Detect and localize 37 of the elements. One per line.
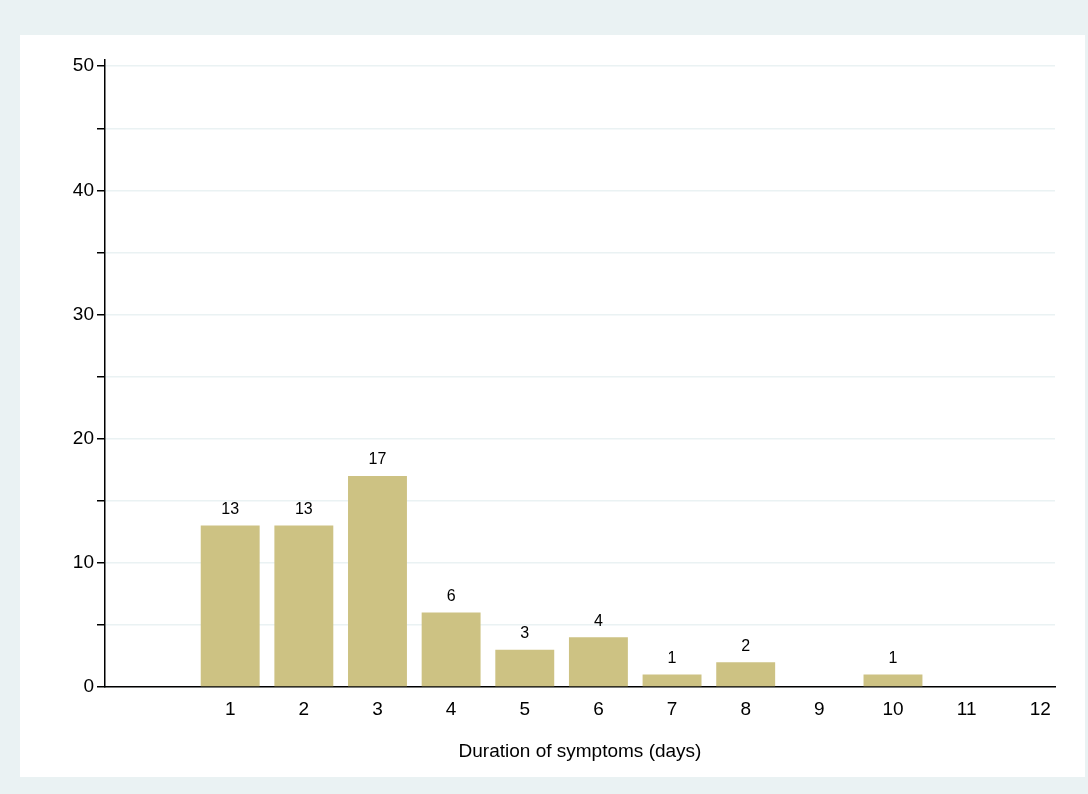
- data-label: 6: [446, 586, 456, 604]
- data-label: 2: [741, 636, 751, 654]
- data-label: 13: [221, 500, 240, 517]
- y-tick-label: 50: [72, 54, 94, 76]
- bar: [495, 649, 555, 687]
- y-tick-label: 30: [72, 302, 94, 324]
- bar: [274, 525, 334, 687]
- x-tick-label: 11: [956, 697, 977, 719]
- y-tick-label: 40: [72, 178, 94, 200]
- x-tick-label: 8: [740, 697, 751, 719]
- bar: [421, 612, 481, 687]
- x-tick-label: 1: [224, 697, 236, 719]
- y-tick-label: 0: [83, 675, 94, 697]
- data-label: 1: [667, 648, 677, 666]
- y-tick-label: 10: [72, 551, 94, 573]
- x-tick-label: 4: [445, 697, 457, 719]
- bar: [863, 674, 923, 687]
- bar: [200, 525, 260, 687]
- x-axis-title: Duration of symptoms (days): [458, 739, 702, 761]
- x-tick-label: 10: [882, 697, 904, 719]
- bar: [348, 475, 407, 687]
- x-tick-label: 6: [593, 697, 604, 719]
- data-label: 4: [593, 611, 603, 629]
- x-tick-label: 9: [814, 697, 825, 719]
- data-label: 13: [294, 500, 313, 517]
- x-tick-label: 3: [372, 697, 383, 719]
- bar: [568, 637, 628, 687]
- x-tick-label: 2: [298, 697, 310, 719]
- data-label: 1: [888, 648, 898, 666]
- bar: [642, 674, 702, 687]
- x-tick-label: 5: [519, 697, 531, 719]
- x-tick-label: 7: [666, 697, 678, 719]
- y-tick-label: 20: [72, 426, 94, 448]
- bar: [716, 662, 776, 687]
- x-tick-label: 12: [1029, 697, 1051, 719]
- data-label: 3: [520, 624, 530, 642]
- data-label: 17: [368, 450, 387, 468]
